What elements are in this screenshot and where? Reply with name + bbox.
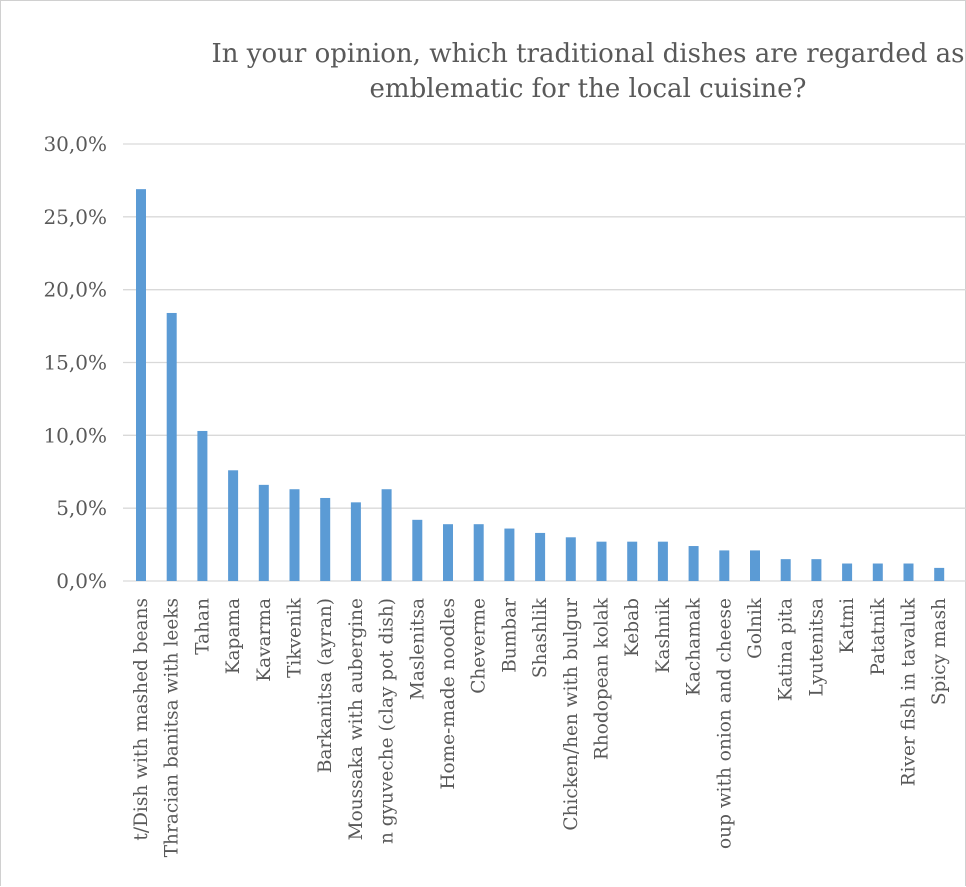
bar [688,546,699,581]
bar [381,489,392,581]
bar [136,189,146,581]
y-tick-label: 0,0% [56,569,107,593]
x-category-label: River fish in tavaluk [899,597,920,786]
x-category-label: Kapama [223,598,244,674]
bar [842,563,853,581]
x-category-label: oup with onion and cheese [714,598,735,849]
x-category-label: Rhodopean kolak [592,597,613,760]
bar [719,550,730,581]
x-category-label: Katmi [837,598,858,654]
bar [504,528,515,581]
x-category-label: Kebab [622,598,643,657]
x-category-label: Golnik [745,597,766,659]
x-category-label: Tikvenik [285,597,306,678]
bar [197,430,208,581]
chart-title-line-2: emblematic for the local cuisine? [370,74,807,104]
bar [750,550,760,581]
x-category-label: t/Dish with mashed beans [131,598,152,841]
bar [443,524,453,581]
x-category-label: Kashnik [653,597,674,673]
y-tick-label: 30,0% [43,132,107,156]
bar [811,559,822,581]
x-category-label: Maslenitsa [407,598,428,700]
x-category-label: Moussaka with aubergine [346,598,367,840]
bar [780,559,791,581]
x-axis-category-labels: t/Dish with mashed beans Thracian banitsa… [131,597,950,857]
x-category-label: n gyuveche (clay pot dish) [377,598,398,844]
x-category-label: Shashlik [530,597,551,678]
x-category-label: Thracian banitsa with leeks [162,598,183,857]
x-category-label: Chicken/hen with bulgur [561,598,582,831]
y-tick-label: 5,0% [56,496,107,520]
chart-title-line-1: In your opinion, which traditional dishe… [212,39,965,69]
bar [350,502,361,581]
x-category-label: Patatnik [868,597,889,675]
y-tick-label: 25,0% [43,205,107,229]
gridlines [123,143,966,582]
bar [903,563,914,581]
y-tick-label: 10,0% [43,423,107,447]
x-category-label: Barkanitsa (ayran) [315,598,336,773]
bar [596,541,607,581]
y-axis-tick-labels: 0,0% 5,0% 10,0% 15,0% 20,0% 25,0% 30,0% [43,132,107,593]
bar [535,532,546,581]
bar [657,541,668,581]
bar [872,563,883,581]
x-category-label: Kachamak [684,597,705,696]
x-category-label: Bumbar [499,598,520,673]
y-tick-label: 15,0% [43,351,107,375]
bar [289,489,300,581]
bar [412,519,423,581]
bar [934,567,945,581]
bar [320,497,331,581]
x-category-label: Lyutenitsa [806,598,827,697]
x-category-label: Cheverme [469,598,490,694]
x-category-label: Katina pita [776,598,797,701]
bars [136,189,945,581]
x-category-label: Spicy mash [929,598,950,705]
x-category-label: Home-made noodles [438,598,459,790]
bar [627,541,638,581]
bar [473,524,484,581]
bar [166,312,177,581]
x-category-label: Kavarma [254,598,275,682]
y-tick-label: 20,0% [43,278,107,302]
bar [565,537,576,581]
x-category-label: Tahan [192,598,213,655]
bar [258,484,269,581]
bar [228,470,239,581]
